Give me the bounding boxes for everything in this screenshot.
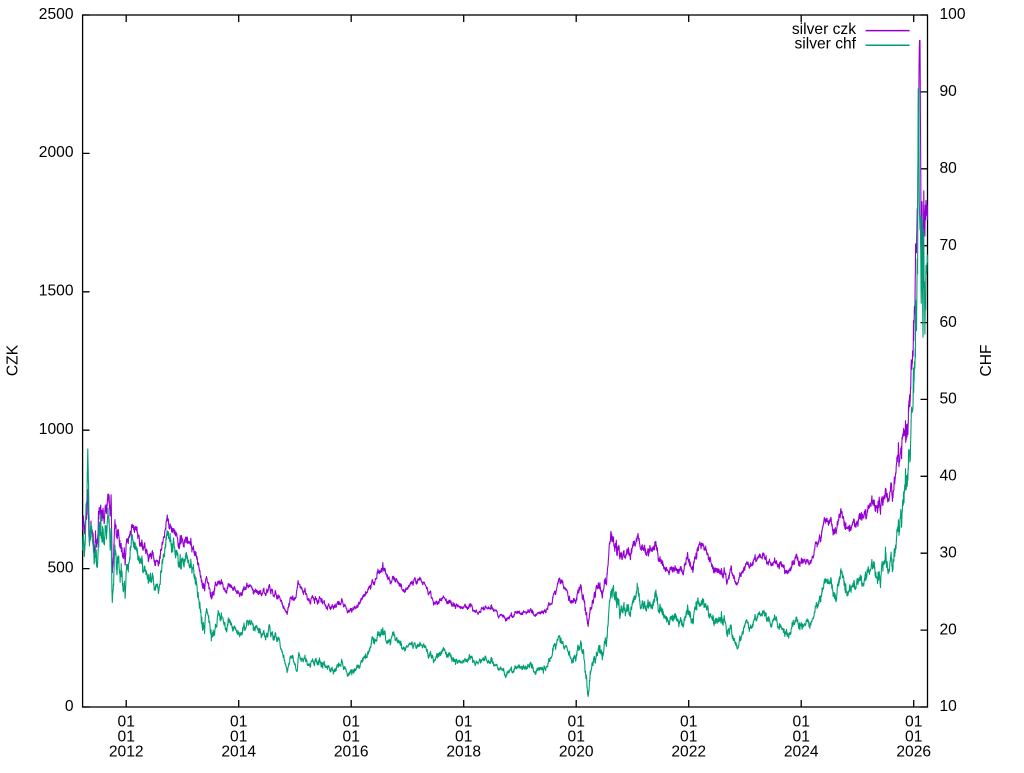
svg-text:01: 01 [455, 714, 472, 731]
svg-text:silver czk: silver czk [792, 21, 856, 38]
svg-text:CHF: CHF [978, 344, 995, 376]
svg-text:silver chf: silver chf [794, 36, 856, 53]
svg-text:CZK: CZK [5, 344, 22, 376]
svg-text:01: 01 [568, 714, 585, 731]
svg-text:01: 01 [230, 729, 247, 746]
svg-text:01: 01 [905, 714, 922, 731]
svg-text:10: 10 [940, 698, 958, 715]
svg-text:50: 50 [940, 391, 958, 408]
svg-text:500: 500 [47, 559, 73, 576]
svg-text:01: 01 [230, 714, 247, 731]
svg-text:1500: 1500 [39, 283, 74, 300]
svg-text:2016: 2016 [334, 744, 369, 761]
svg-text:2024: 2024 [784, 744, 819, 761]
svg-text:01: 01 [343, 714, 360, 731]
svg-text:01: 01 [680, 729, 697, 746]
svg-text:0: 0 [65, 698, 74, 715]
svg-text:30: 30 [940, 544, 958, 561]
svg-text:2018: 2018 [446, 744, 481, 761]
svg-text:2020: 2020 [559, 744, 594, 761]
svg-text:01: 01 [568, 729, 585, 746]
svg-text:1000: 1000 [39, 421, 74, 438]
svg-text:01: 01 [680, 714, 697, 731]
svg-text:01: 01 [793, 729, 810, 746]
svg-text:01: 01 [118, 729, 135, 746]
svg-text:90: 90 [940, 83, 958, 100]
svg-text:80: 80 [940, 160, 958, 177]
svg-text:01: 01 [905, 729, 922, 746]
svg-text:2014: 2014 [221, 744, 256, 761]
svg-text:20: 20 [940, 621, 958, 638]
svg-text:01: 01 [343, 729, 360, 746]
svg-text:70: 70 [940, 237, 958, 254]
svg-text:01: 01 [118, 714, 135, 731]
svg-text:01: 01 [455, 729, 472, 746]
svg-text:60: 60 [940, 314, 958, 331]
svg-text:100: 100 [940, 6, 966, 23]
svg-text:2012: 2012 [109, 744, 144, 761]
svg-text:2000: 2000 [39, 144, 74, 161]
svg-text:01: 01 [793, 714, 810, 731]
svg-text:2026: 2026 [896, 744, 931, 761]
svg-text:2022: 2022 [671, 744, 706, 761]
svg-text:2500: 2500 [39, 6, 74, 23]
svg-text:40: 40 [940, 468, 958, 485]
